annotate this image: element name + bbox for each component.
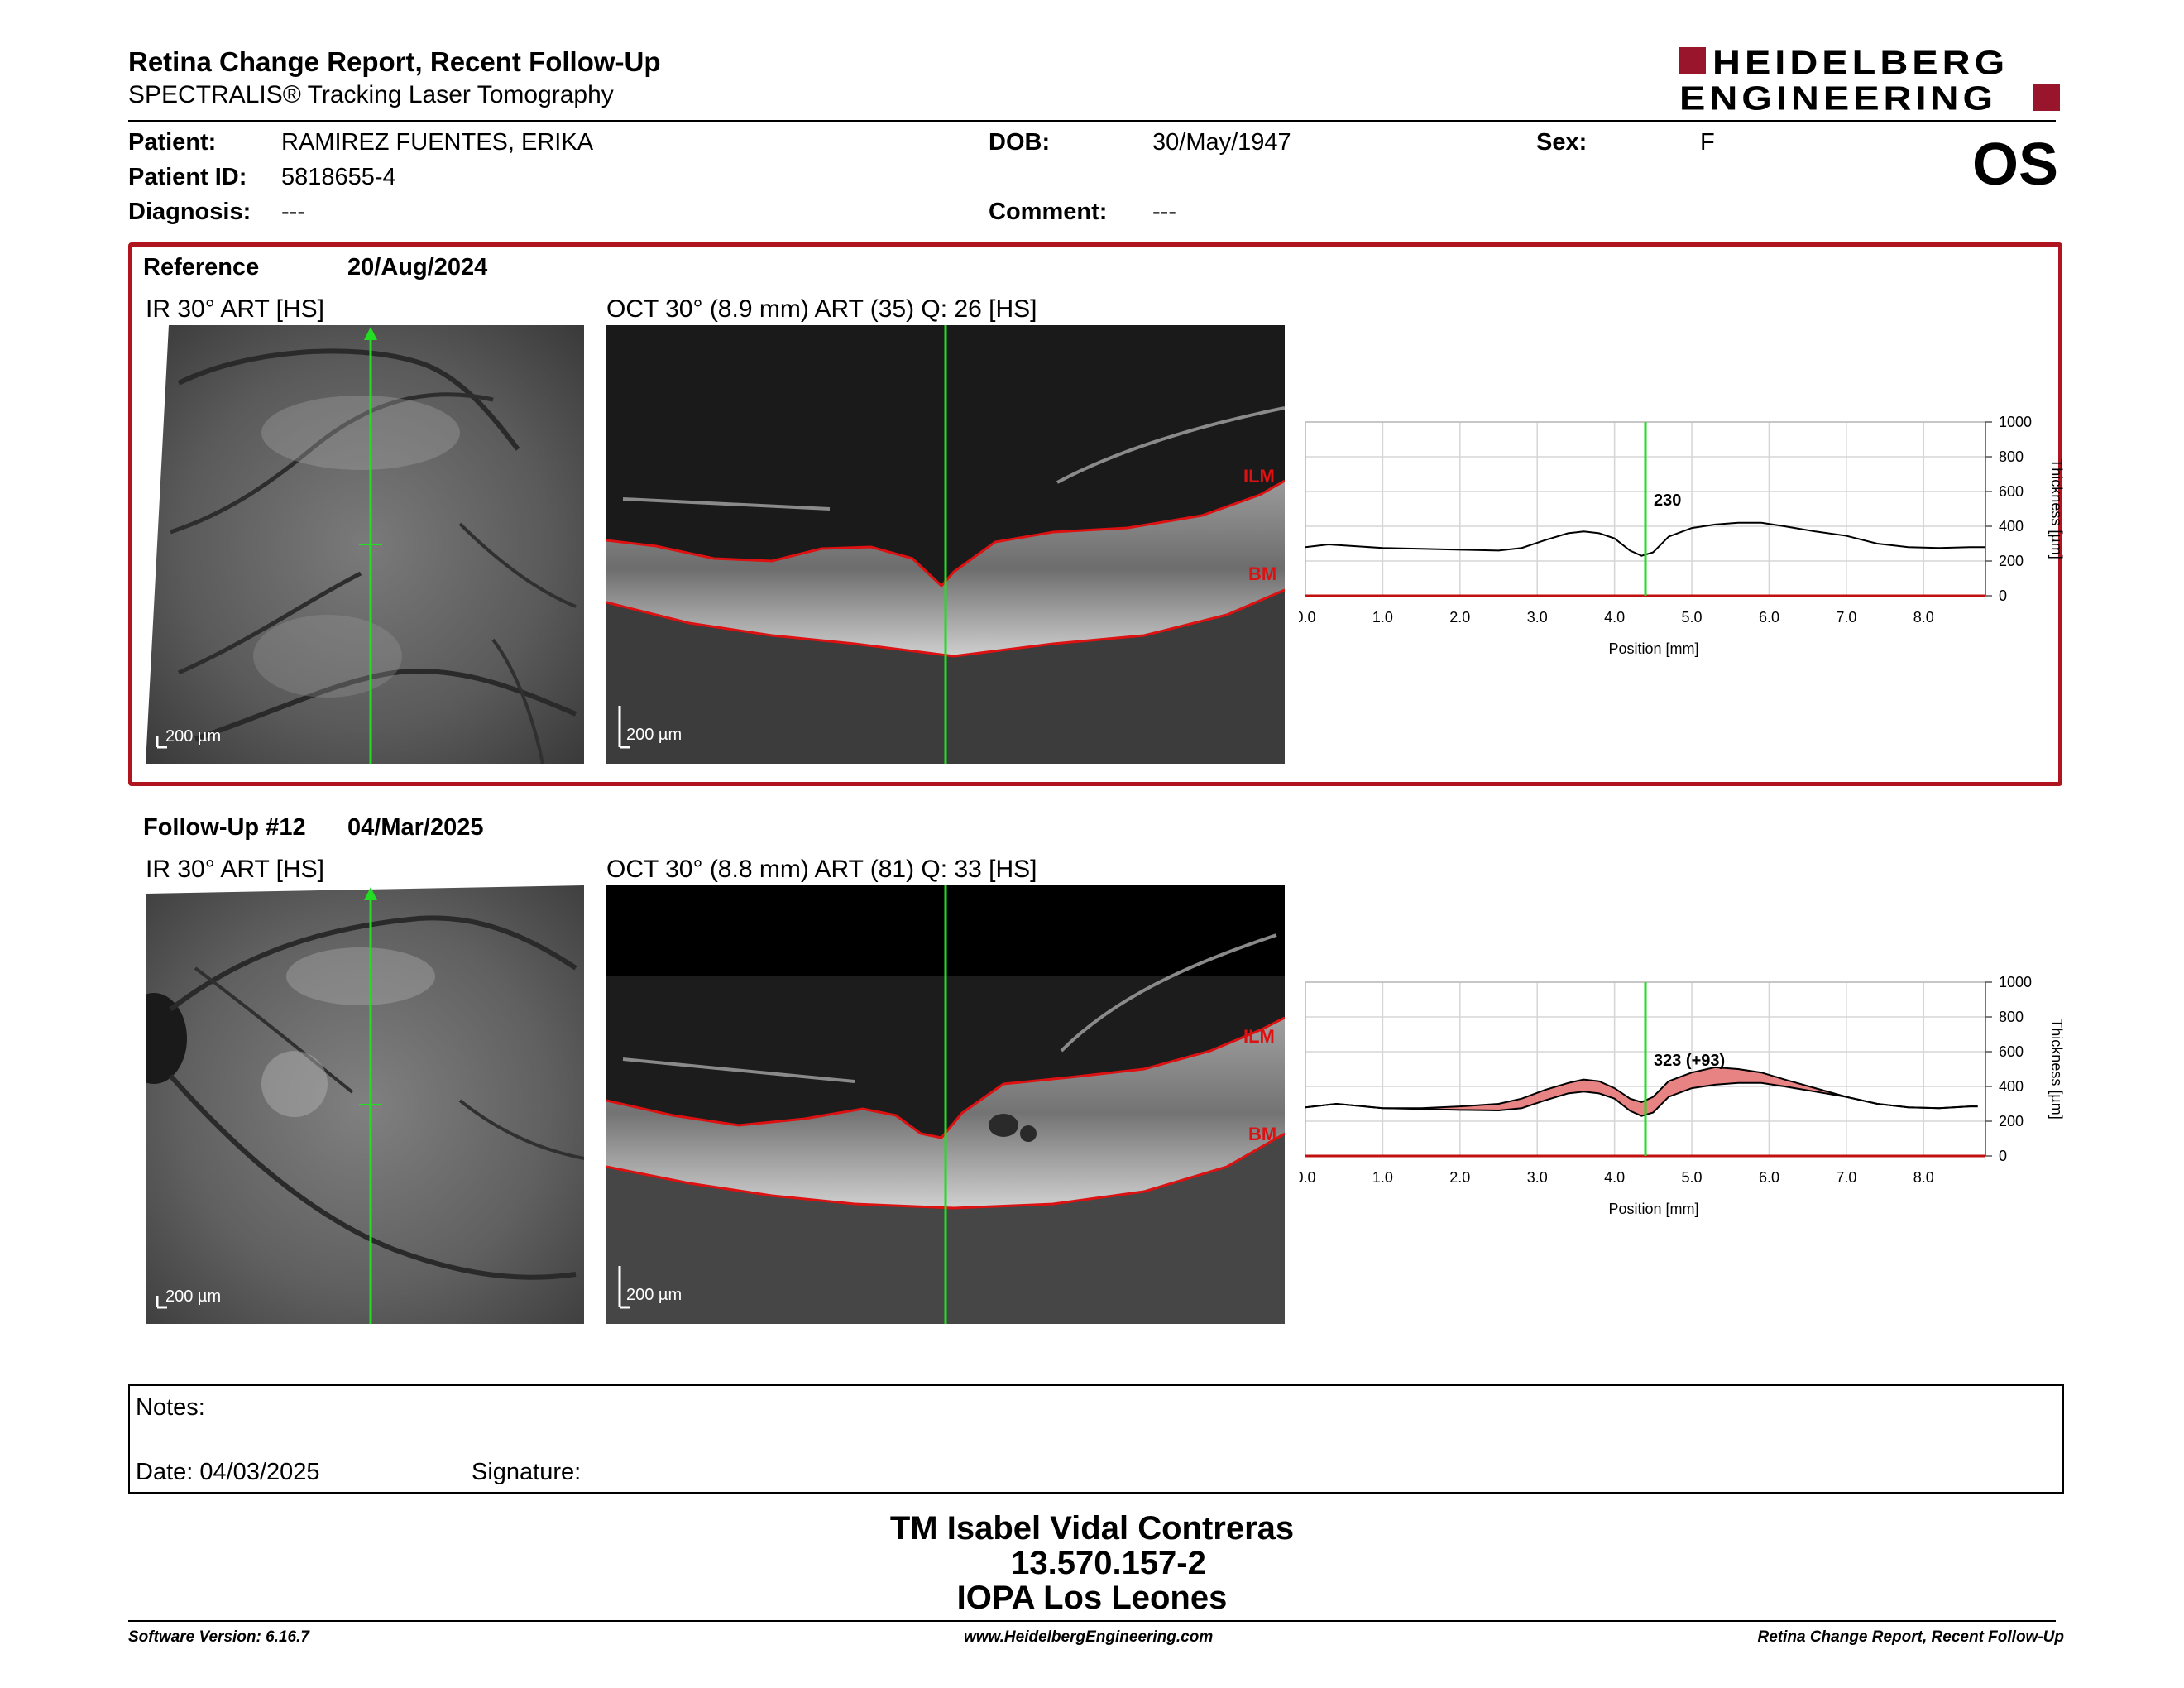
followup-chart-x-tick-label: 0.0 xyxy=(1299,1169,1316,1186)
followup-thickness-chart: 323 (+93) 0.0 1.0 2.0 3.0 4.0 5.0 6.0 7.0 8.0 0 200… xyxy=(1299,974,2065,1217)
followup-chart-series-line-1 xyxy=(1305,1081,1978,1117)
followup-chart-x-tick-label: 2.0 xyxy=(1449,1169,1470,1186)
signer-id: 13.570.157-2 xyxy=(1011,1545,1206,1581)
followup-date: 04/Mar/2025 xyxy=(347,814,484,841)
reference-chart-value-label: 230 xyxy=(1654,492,1681,510)
reference-chart-x-tick-label: 7.0 xyxy=(1836,609,1856,626)
reference-chart-x-axis-label: Position [mm] xyxy=(1608,640,1698,657)
heidelberg-logo: HEIDELBERG ENGINEERING xyxy=(1679,46,2060,115)
followup-chart-value-label: 323 (+93) xyxy=(1654,1052,1725,1070)
diagnosis-label: Diagnosis: xyxy=(128,199,251,225)
followup-chart-x-tick-label: 7.0 xyxy=(1836,1169,1856,1186)
followup-label: Follow-Up #12 xyxy=(143,814,306,841)
reference-ir-label: IR 30° ART [HS] xyxy=(146,295,324,323)
reference-chart-x-tick-label: 3.0 xyxy=(1527,609,1548,626)
patient-id-label: Patient ID: xyxy=(128,164,247,190)
reference-chart-x-tick-label: 6.0 xyxy=(1759,609,1779,626)
notes-label: Notes: xyxy=(136,1394,205,1421)
followup-chart-x-tick-label: 8.0 xyxy=(1913,1169,1934,1186)
reference-chart-y-tick-label: 0 xyxy=(1999,587,2007,604)
followup-bm-line xyxy=(606,1132,1285,1210)
website-link[interactable]: www.HeidelbergEngineering.com xyxy=(964,1628,1214,1646)
reference-ilm-label: ILM xyxy=(1243,466,1275,487)
diagnosis-value: --- xyxy=(281,199,305,225)
patient-label: Patient: xyxy=(128,129,217,156)
notes-box[interactable]: Notes: Date: 04/03/2025 Signature: xyxy=(128,1384,2064,1494)
followup-chart-y-tick-label: 0 xyxy=(1999,1148,2007,1164)
followup-chart-x-tick-label: 4.0 xyxy=(1604,1169,1625,1186)
logo-line2: ENGINEERING xyxy=(1679,79,1998,117)
logo-line1: HEIDELBERG xyxy=(1712,43,2009,81)
reference-chart-y-axis-label: Thickness [µm] xyxy=(2048,458,2065,559)
reference-chart-x-tick-label: 4.0 xyxy=(1604,609,1625,626)
signer-org: IOPA Los Leones xyxy=(956,1580,1228,1616)
followup-chart-x-tick-label: 6.0 xyxy=(1759,1169,1779,1186)
reference-oct-image: ILM BM 200 µm xyxy=(606,325,1285,764)
followup-chart-y-tick-label: 200 xyxy=(1999,1113,2024,1129)
followup-oct-label: OCT 30° (8.8 mm) ART (81) Q: 33 [HS] xyxy=(606,856,1037,883)
notes-date: Date: 04/03/2025 xyxy=(136,1459,320,1485)
dob-label: DOB: xyxy=(989,129,1051,156)
reference-ir-image: 200 µm xyxy=(146,325,584,764)
followup-chart-y-tick-label: 600 xyxy=(1999,1043,2024,1060)
followup-chart-series-line-0 xyxy=(1305,1066,1978,1110)
followup-ilm-label: ILM xyxy=(1243,1026,1275,1047)
reference-ilm-line xyxy=(606,479,1285,588)
reference-chart-x-tick-label: 2.0 xyxy=(1449,609,1470,626)
comment-value: --- xyxy=(1152,199,1176,225)
software-version: Software Version: 6.16.7 xyxy=(128,1628,309,1646)
reference-chart-y-tick-label: 800 xyxy=(1999,448,2024,465)
followup-chart-y-axis-label: Thickness [µm] xyxy=(2048,1019,2065,1119)
dob-value: 30/May/1947 xyxy=(1152,129,1291,156)
reference-chart-y-tick-label: 1000 xyxy=(1999,414,2032,430)
reference-oct-scale: 200 µm xyxy=(626,726,682,744)
reference-chart-x-tick-label: 1.0 xyxy=(1372,609,1393,626)
reference-chart-x-tick-label: 5.0 xyxy=(1682,609,1703,626)
reference-chart-y-tick-label: 200 xyxy=(1999,553,2024,569)
followup-bm-label: BM xyxy=(1248,1124,1277,1144)
followup-ir-label: IR 30° ART [HS] xyxy=(146,856,324,883)
signer-name: TM Isabel Vidal Contreras xyxy=(889,1510,1295,1547)
sex-value: F xyxy=(1700,129,1715,156)
followup-oct-image: ILM BM 200 µm xyxy=(606,885,1285,1324)
reference-bm-label: BM xyxy=(1248,563,1277,584)
followup-oct-scale: 200 µm xyxy=(626,1286,682,1304)
followup-chart-x-tick-label: 5.0 xyxy=(1682,1169,1703,1186)
reference-chart-x-tick-label: 8.0 xyxy=(1913,609,1934,626)
reference-label: Reference xyxy=(143,254,260,281)
followup-chart-change-area xyxy=(1305,1067,1978,1116)
reference-chart-x-tick-label: 0.0 xyxy=(1299,609,1316,626)
comment-label: Comment: xyxy=(989,199,1108,225)
reference-box xyxy=(128,242,2062,786)
reference-bm-line xyxy=(606,588,1285,658)
reference-chart-y-tick-label: 400 xyxy=(1999,518,2024,535)
followup-ir-scale: 200 µm xyxy=(165,1288,222,1306)
followup-chart-x-tick-label: 3.0 xyxy=(1527,1169,1548,1186)
followup-ir-image: 200 µm xyxy=(146,885,584,1324)
followup-chart-x-axis-label: Position [mm] xyxy=(1608,1201,1698,1217)
footer-report-name: Retina Change Report, Recent Follow-Up xyxy=(1757,1628,2064,1646)
reference-oct-label: OCT 30° (8.9 mm) ART (35) Q: 26 [HS] xyxy=(606,295,1037,323)
reference-thickness-chart: 230 0.0 1.0 2.0 3.0 4.0 5.0 6.0 7.0 8.0 0 200 400 600… xyxy=(1299,414,2065,657)
sex-label: Sex: xyxy=(1536,129,1588,156)
reference-ir-scale: 200 µm xyxy=(165,727,222,746)
reference-date: 20/Aug/2024 xyxy=(347,254,488,281)
followup-chart-y-tick-label: 400 xyxy=(1999,1078,2024,1095)
reference-chart-y-tick-label: 600 xyxy=(1999,483,2024,500)
followup-ilm-line xyxy=(606,1016,1285,1139)
signature-label: Signature: xyxy=(472,1459,582,1485)
patient-name: RAMIREZ FUENTES, ERIKA xyxy=(281,129,594,156)
followup-chart-x-tick-label: 1.0 xyxy=(1372,1169,1393,1186)
reference-chart-series-line-0 xyxy=(1305,521,1985,557)
eye-indicator: OS xyxy=(1971,132,2058,198)
followup-chart-y-tick-label: 1000 xyxy=(1999,974,2032,990)
followup-chart-y-tick-label: 800 xyxy=(1999,1009,2024,1025)
report-subtitle: SPECTRALIS® Tracking Laser Tomography xyxy=(128,81,614,108)
report-title: Retina Change Report, Recent Follow-Up xyxy=(128,46,661,77)
patient-id: 5818655-4 xyxy=(281,164,396,190)
